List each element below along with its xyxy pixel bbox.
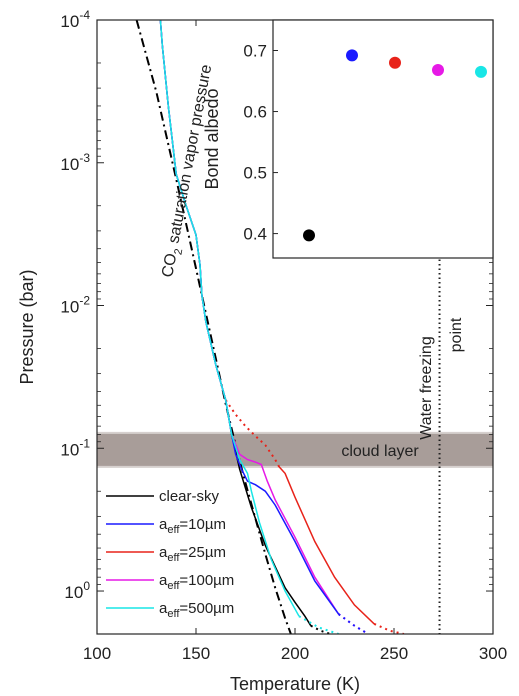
legend-label: aeff=500µm (159, 600, 234, 620)
legend-label: clear-sky (159, 488, 220, 505)
y-axis-label: Pressure (bar) (17, 269, 37, 384)
albedo-point (389, 56, 401, 69)
x-tick-label: 200 (281, 644, 309, 663)
y-tick-label: 10-2 (60, 294, 90, 317)
y-tick-label: 10-4 (60, 8, 90, 31)
inset-y-tick-label: 0.5 (243, 164, 267, 183)
inset-y-tick-labels: 0.4 0.5 0.6 0.7 (243, 42, 267, 244)
cloud-layer-label: cloud layer (341, 443, 419, 460)
inset-ticks (273, 50, 278, 235)
legend-item: aeff=100µm (106, 572, 234, 592)
series-line-dotted (298, 615, 339, 634)
series-line (159, 20, 300, 617)
inset-albedo-chart: 0.4 0.5 0.6 0.7 Bond albedo (202, 19, 494, 259)
cloud-layer-band (97, 432, 493, 467)
y-tick-label: 10-3 (60, 151, 90, 174)
water-freezing-label-point: point (448, 317, 465, 352)
co2-saturation-curve (135, 20, 292, 634)
x-tick-label: 100 (83, 644, 111, 663)
albedo-point (475, 65, 487, 78)
inset-y-tick-label: 0.7 (243, 42, 267, 61)
legend: clear-sky aeff=10µm aeff=25µm aeff=100µm… (106, 488, 234, 620)
inset-points (303, 49, 487, 242)
legend-item: clear-sky (106, 488, 220, 505)
series-line-dotted (338, 613, 369, 634)
legend-label: aeff=25µm (159, 544, 226, 564)
inset-background (272, 19, 494, 259)
y-tick-labels: 10-4 10-3 10-2 10-1 100 (60, 8, 90, 602)
legend-label: aeff=10µm (159, 516, 226, 536)
water-freezing-label: Water freezing (418, 336, 435, 439)
albedo-point (346, 49, 358, 62)
legend-item: aeff=25µm (106, 544, 226, 564)
legend-item: aeff=10µm (106, 516, 226, 536)
x-tick-labels: 100 150 200 250 300 (83, 644, 507, 663)
albedo-point (432, 64, 444, 77)
series-line (278, 466, 375, 625)
inset-y-tick-label: 0.6 (243, 103, 267, 122)
series-line-dotted (373, 622, 405, 634)
inset-y-tick-label: 0.4 (243, 225, 267, 244)
series-line-dotted (310, 624, 331, 634)
plot-curves (135, 20, 405, 634)
albedo-point (303, 229, 315, 242)
inset-y-axis-label: Bond albedo (202, 88, 222, 189)
x-tick-label: 150 (182, 644, 210, 663)
legend-label: aeff=100µm (159, 572, 234, 592)
x-tick-label: 250 (380, 644, 408, 663)
legend-item: aeff=500µm (106, 600, 234, 620)
x-axis-label: Temperature (K) (230, 674, 360, 694)
x-tick-label: 300 (479, 644, 507, 663)
y-tick-label: 100 (64, 579, 90, 602)
y-tick-label: 10-1 (60, 436, 90, 459)
